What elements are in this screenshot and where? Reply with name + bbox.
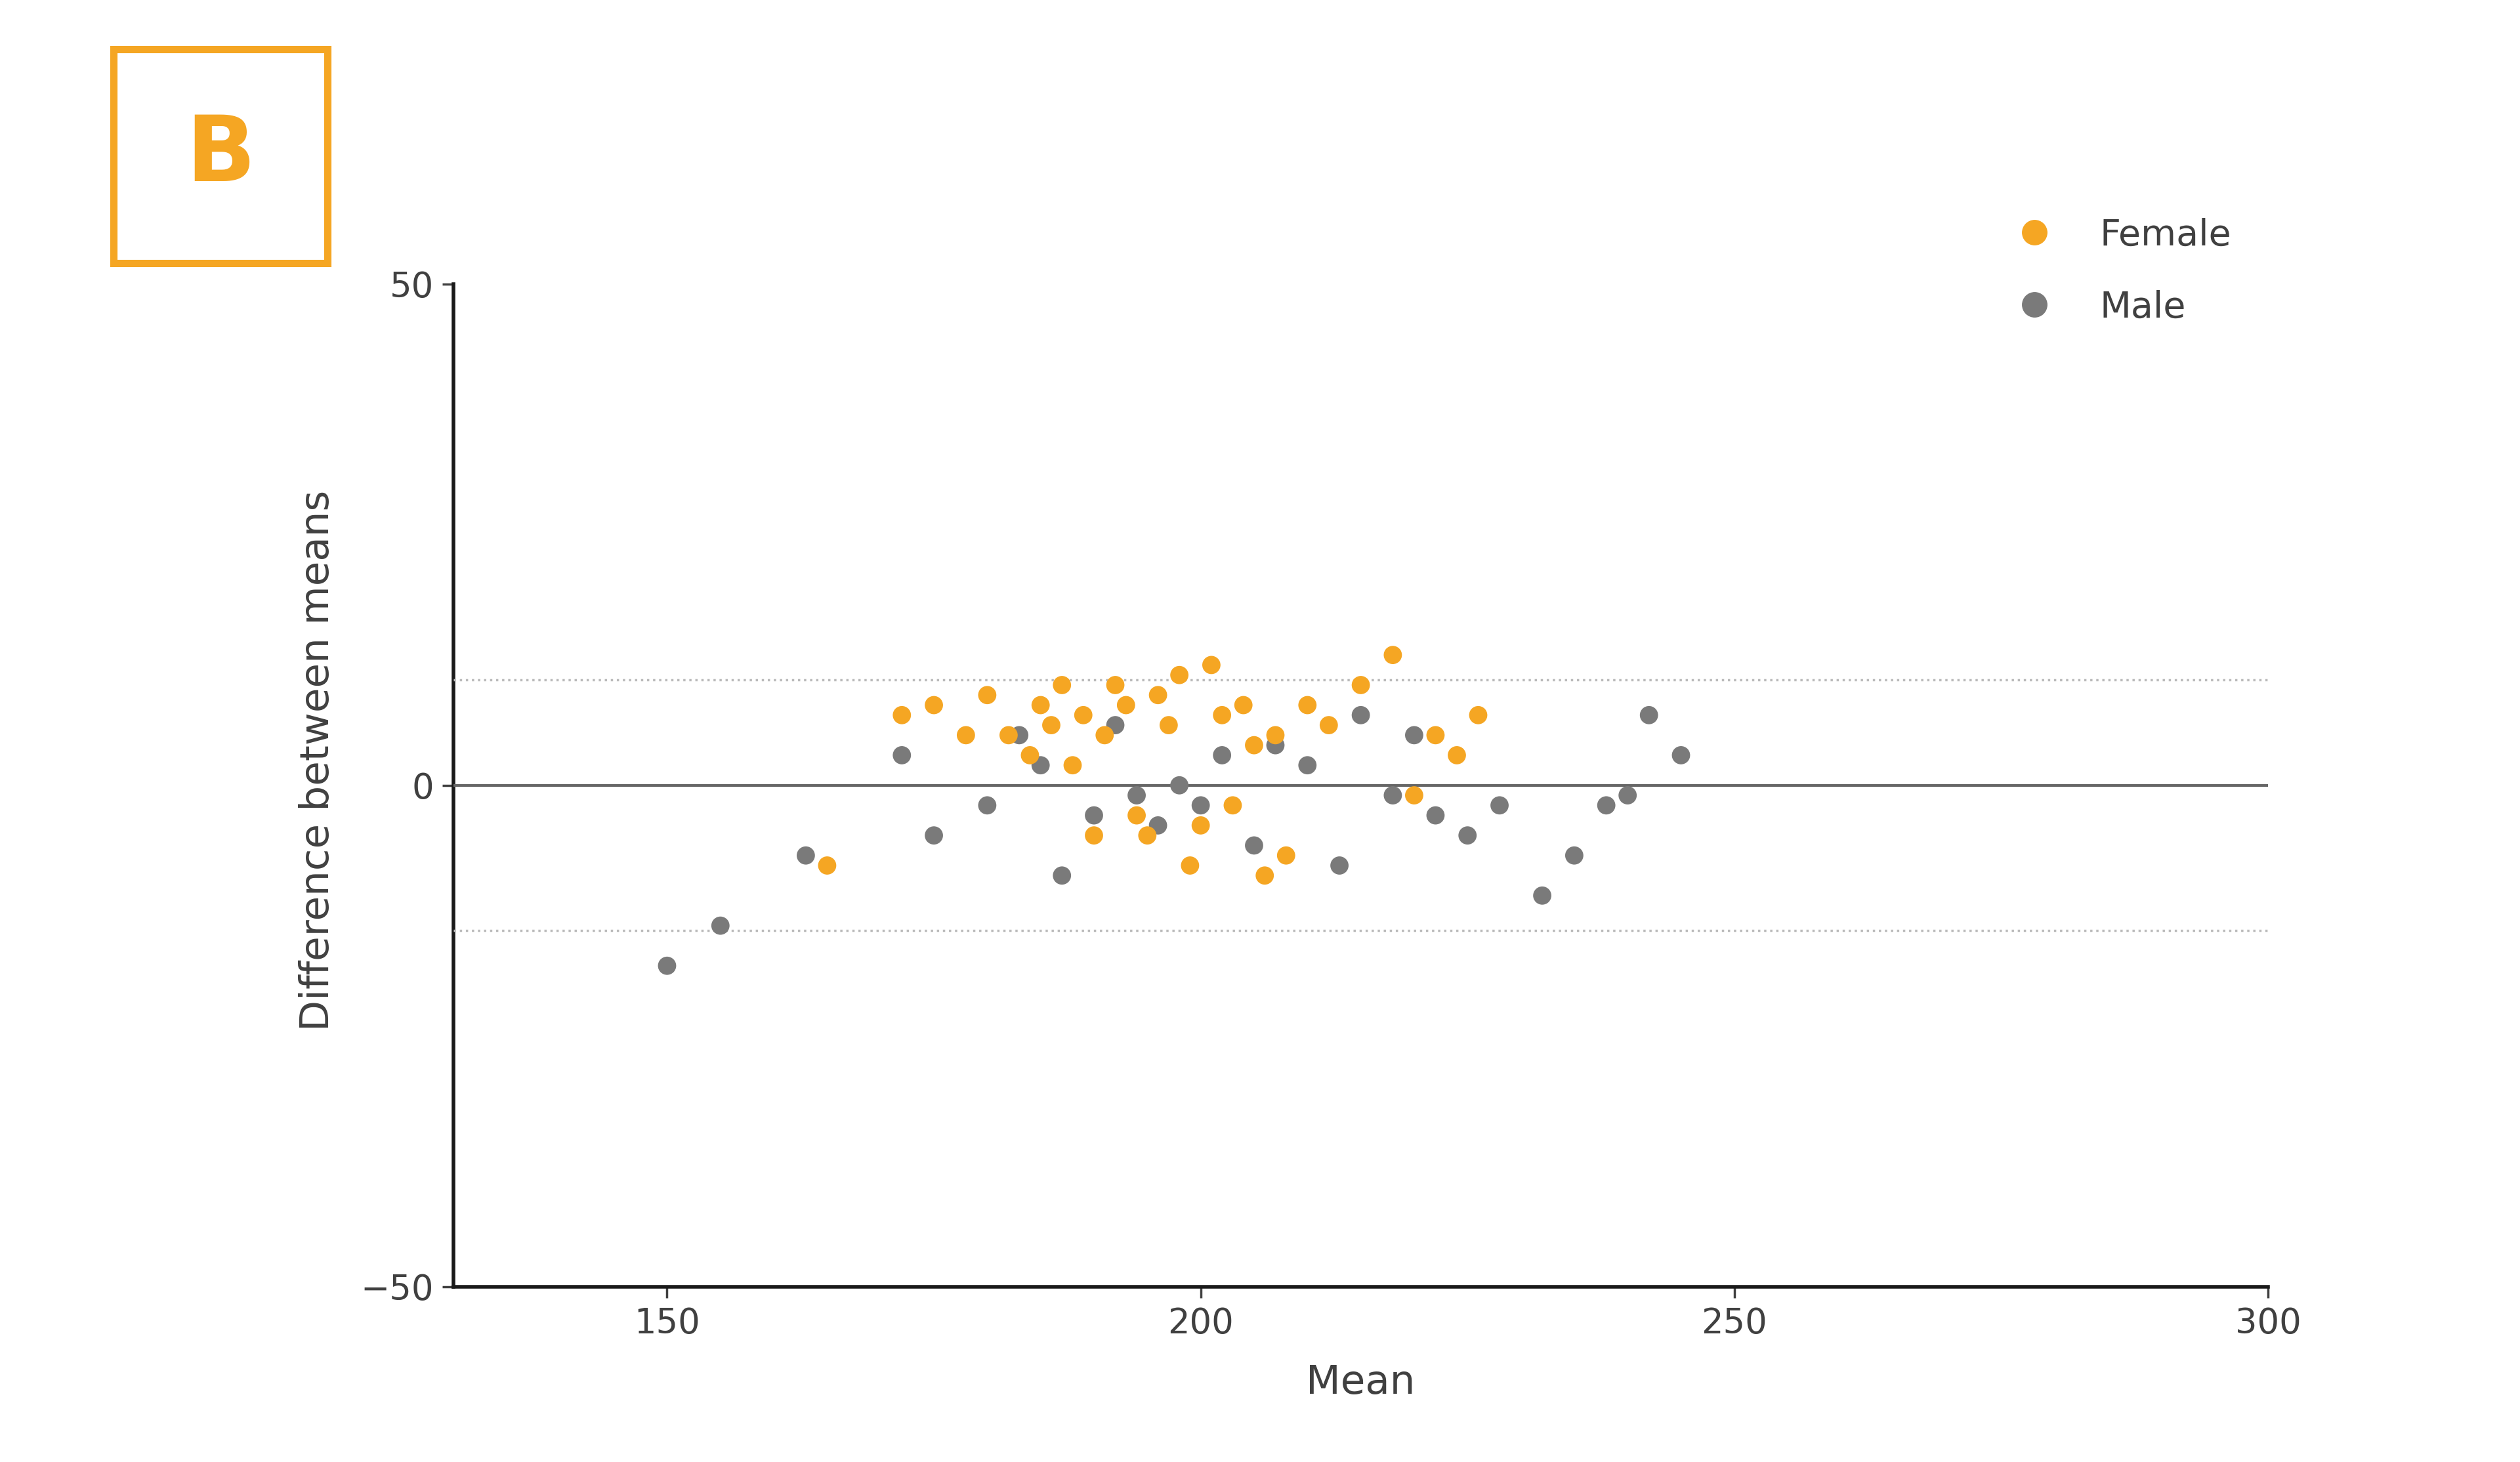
Legend: Female, Male: Female, Male: [1981, 199, 2250, 344]
Point: [1096, 713, 1137, 737]
Point: [915, 823, 955, 846]
Point: [1041, 674, 1081, 697]
Point: [1011, 744, 1051, 768]
Point: [1149, 713, 1189, 737]
Y-axis label: Difference between means: Difference between means: [300, 490, 338, 1031]
Point: [1041, 864, 1081, 887]
Point: [1169, 854, 1210, 877]
Point: [1021, 753, 1061, 776]
Point: [1021, 693, 1061, 716]
Point: [1341, 674, 1381, 697]
Point: [915, 693, 955, 716]
Point: [1436, 744, 1477, 768]
Point: [1585, 794, 1625, 817]
Point: [1373, 784, 1414, 807]
Point: [1459, 703, 1499, 727]
Point: [1179, 814, 1220, 838]
Point: [988, 724, 1028, 747]
Point: [1288, 693, 1328, 716]
Point: [1308, 713, 1348, 737]
Point: [1139, 683, 1179, 706]
Point: [648, 955, 688, 978]
Point: [1522, 885, 1562, 908]
Point: [1031, 713, 1071, 737]
Point: [1255, 734, 1295, 757]
Point: [1139, 814, 1179, 838]
Point: [1265, 844, 1305, 867]
Point: [998, 724, 1038, 747]
Point: [1341, 703, 1381, 727]
Point: [1416, 804, 1457, 827]
Point: [1288, 753, 1328, 776]
Point: [1245, 864, 1285, 887]
Point: [1116, 784, 1157, 807]
Point: [1053, 753, 1094, 776]
Point: [882, 744, 922, 768]
Point: [1255, 724, 1295, 747]
Point: [1074, 804, 1114, 827]
Point: [1394, 784, 1434, 807]
Point: [1202, 744, 1242, 768]
Point: [1479, 794, 1520, 817]
Point: [1446, 823, 1487, 846]
Point: [1416, 724, 1457, 747]
Point: [882, 703, 922, 727]
Point: [1608, 784, 1648, 807]
Point: [968, 794, 1008, 817]
Point: [1192, 654, 1232, 677]
Point: [1126, 823, 1167, 846]
Point: [945, 724, 985, 747]
Point: [701, 914, 741, 937]
X-axis label: Mean: Mean: [1305, 1364, 1416, 1402]
Point: [1222, 693, 1263, 716]
Point: [1373, 643, 1414, 667]
Point: [1628, 703, 1668, 727]
Point: [1394, 724, 1434, 747]
Point: [1235, 734, 1275, 757]
Point: [1106, 693, 1147, 716]
Point: [968, 683, 1008, 706]
Point: [1661, 744, 1701, 768]
Point: [1179, 794, 1220, 817]
Point: [1555, 844, 1595, 867]
Point: [1096, 674, 1137, 697]
Point: [1063, 703, 1104, 727]
Point: [786, 844, 827, 867]
Point: [1320, 854, 1361, 877]
Text: B: B: [186, 111, 255, 200]
Point: [1116, 804, 1157, 827]
Point: [1212, 794, 1252, 817]
Point: [1235, 833, 1275, 857]
Point: [806, 854, 847, 877]
Point: [1074, 823, 1114, 846]
Point: [1202, 703, 1242, 727]
Point: [1159, 773, 1200, 797]
Point: [1084, 724, 1124, 747]
Point: [1159, 664, 1200, 687]
